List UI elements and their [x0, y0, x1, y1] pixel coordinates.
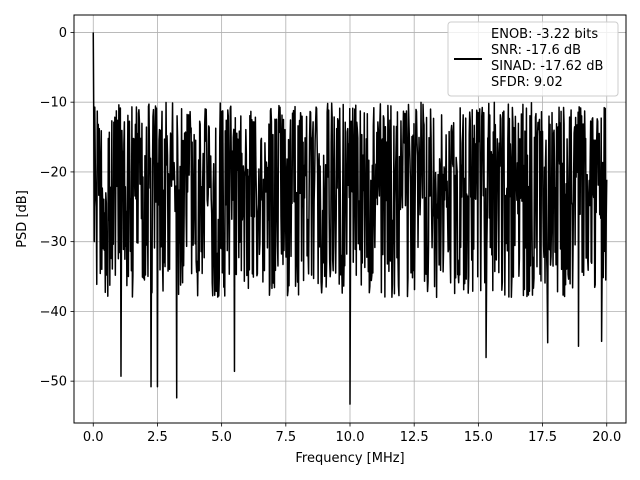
x-axis-ticks: 0.0 2.5 5.0 7.5 10.0 12.5 15.0 17.5 20.0 — [83, 423, 621, 445]
x-tick-label: 20.0 — [592, 430, 621, 445]
legend: ENOB: -3.22 bits SNR: -17.6 dB SINAD: -1… — [447, 21, 619, 97]
x-tick-label: 15.0 — [464, 430, 493, 445]
y-tick-label: −50 — [40, 375, 67, 390]
y-tick-label: −30 — [40, 235, 67, 250]
y-tick-label: −40 — [40, 305, 67, 320]
legend-entry-sinad: SINAD: -17.62 dB — [491, 59, 603, 74]
x-tick-label: 5.0 — [211, 430, 232, 445]
legend-entry-enob: ENOB: -3.22 bits — [491, 27, 598, 42]
y-axis-ticks: 0 −10 −20 −30 −40 −50 — [40, 26, 74, 390]
y-tick-label: 0 — [59, 26, 67, 41]
y-tick-label: −10 — [40, 96, 67, 111]
legend-box — [447, 21, 619, 97]
y-tick-label: −20 — [40, 165, 67, 180]
legend-entry-snr: SNR: -17.6 dB — [491, 43, 581, 58]
x-tick-label: 0.0 — [83, 430, 104, 445]
x-axis-label: Frequency [MHz] — [295, 451, 404, 466]
psd-series-line — [92, 32, 608, 405]
x-tick-label: 12.5 — [400, 430, 429, 445]
legend-entry-sfdr: SFDR: 9.02 — [491, 75, 563, 90]
y-axis-label: PSD [dB] — [15, 190, 30, 248]
x-tick-label: 7.5 — [275, 430, 296, 445]
x-tick-label: 17.5 — [528, 430, 557, 445]
x-tick-label: 10.0 — [336, 430, 365, 445]
x-tick-label: 2.5 — [147, 430, 168, 445]
